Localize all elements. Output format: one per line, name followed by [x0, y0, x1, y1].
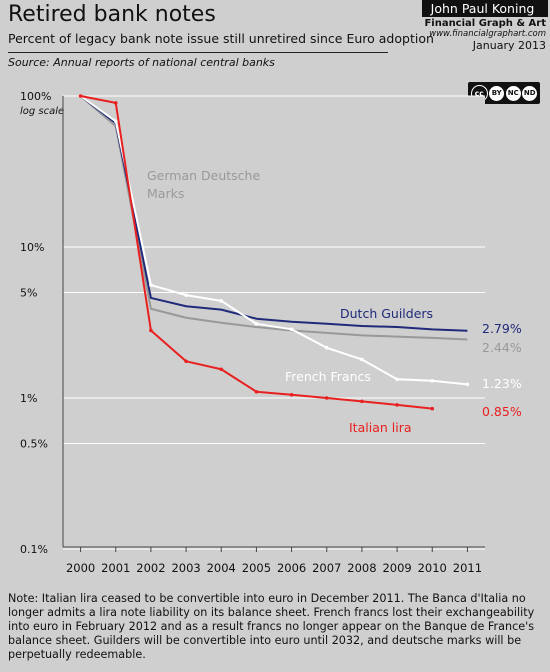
x-tick-label: 2008 — [347, 561, 376, 575]
by-icon: BY — [489, 85, 505, 101]
data-point — [254, 389, 259, 394]
y-tick-label: 100% — [20, 90, 51, 103]
series-label-french-francs: French Francs — [285, 369, 371, 384]
x-tick-label: 2002 — [136, 561, 165, 575]
end-value-label: 0.85% — [482, 404, 522, 419]
series-line-german-deutsche-marks — [79, 95, 468, 341]
series-line-dutch-guilders — [79, 95, 468, 332]
data-point — [360, 399, 364, 404]
data-point — [430, 378, 435, 383]
website-link[interactable]: www.financialgraphart.com — [429, 29, 546, 39]
data-point — [149, 283, 153, 287]
firm-name: Financial Graph & Art — [424, 18, 546, 29]
series-label-german-deutsche-marks: German Deutsche Marks — [147, 168, 260, 201]
data-point — [113, 101, 118, 105]
data-point — [219, 299, 224, 303]
y-tick-label: 10% — [20, 241, 44, 254]
data-point — [324, 396, 329, 400]
x-tick-label: 2003 — [171, 561, 200, 575]
series-label-dutch-guilders: Dutch Guilders — [340, 306, 433, 321]
x-tick-label: 2010 — [418, 561, 447, 575]
author-name: John Paul Koning — [422, 0, 548, 17]
series-line-french-francs — [79, 95, 468, 386]
data-point — [430, 406, 435, 411]
header-divider — [8, 52, 388, 53]
data-point — [395, 403, 399, 407]
chart-title: Retired bank notes — [8, 2, 216, 27]
data-point — [360, 357, 364, 362]
data-point — [324, 346, 329, 350]
nd-icon: ND — [522, 85, 538, 101]
y-tick-label: 5% — [20, 286, 37, 299]
license-badge[interactable]: cc BY NC ND — [468, 82, 540, 104]
x-tick-label: 2004 — [207, 561, 236, 575]
x-tick-label: 2007 — [312, 561, 341, 575]
nc-icon: NC — [505, 85, 521, 101]
x-tick-label: 2006 — [277, 561, 306, 575]
data-point — [113, 119, 118, 124]
x-tick-label: 2011 — [453, 561, 482, 575]
x-tick-label: 2001 — [101, 561, 130, 575]
data-point — [184, 359, 188, 364]
data-point — [149, 328, 153, 333]
data-point — [78, 94, 83, 98]
publication-date: January 2013 — [472, 39, 546, 52]
data-point — [395, 377, 399, 382]
y-tick-label: 0.5% — [20, 437, 48, 450]
end-value-label: 2.44% — [482, 340, 522, 355]
data-point — [289, 327, 294, 332]
data-point — [219, 367, 224, 372]
end-value-label: 2.79% — [482, 321, 522, 336]
footnote: Note: Italian lira ceased to be converti… — [8, 592, 535, 661]
plot-area — [63, 96, 485, 547]
data-point — [289, 393, 294, 397]
y-axis-label: log scale — [20, 106, 64, 117]
y-tick-label: 0.1% — [20, 543, 48, 556]
credit-block: John Paul Koning Financial Graph & Art w… — [422, 0, 548, 52]
data-point — [184, 293, 188, 297]
data-point — [254, 322, 259, 326]
x-tick-label: 2005 — [242, 561, 271, 575]
x-tick-label: 2000 — [66, 561, 95, 575]
source-note: Source: Annual reports of national centr… — [8, 56, 275, 69]
y-tick-label: 1% — [20, 392, 37, 405]
chart-subtitle: Percent of legacy bank note issue still … — [8, 31, 434, 46]
x-tick-label: 2009 — [382, 561, 411, 575]
end-value-label: 1.23% — [482, 376, 522, 391]
data-point — [465, 382, 470, 387]
series-label-italian-lira: Italian lira — [349, 420, 412, 435]
